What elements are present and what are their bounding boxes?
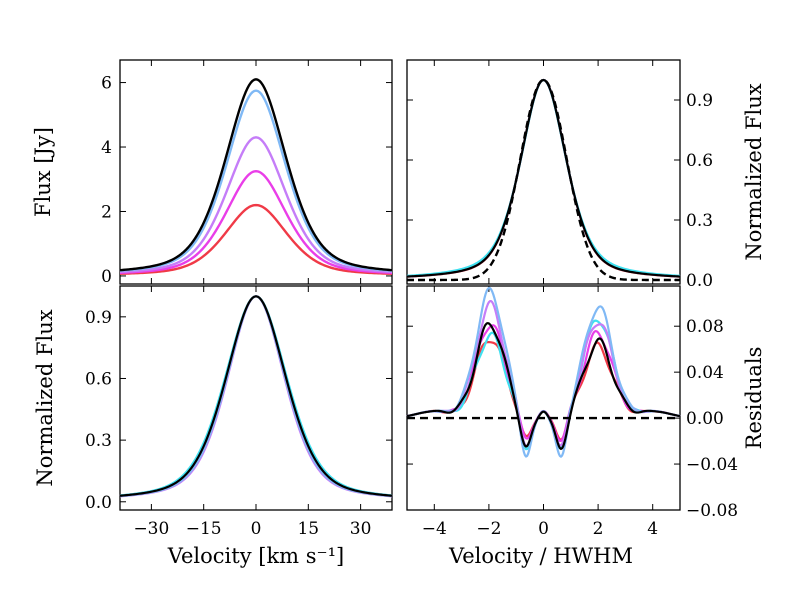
panel-frame (406, 285, 681, 511)
panel-top-left: 0 2 4 6 (101, 59, 393, 287)
series-line-violet (406, 78, 681, 278)
series-line-gaussian (407, 78, 680, 282)
series-line-cyan (406, 319, 681, 451)
xtick-label: 4 (647, 519, 658, 539)
series-line-violet (119, 295, 393, 498)
ylabel-flux: Flux [Jy] (31, 127, 55, 217)
series-line-magenta (119, 169, 393, 275)
series-line-light-blue (406, 286, 681, 458)
series-line-cyan (406, 78, 681, 277)
xtick-label: 30 (350, 519, 372, 539)
series-line-red (119, 203, 393, 275)
ytick-label: 0.9 (85, 308, 112, 328)
ytick-label: 0.0 (686, 271, 713, 291)
ytick-label: 0.6 (85, 369, 112, 389)
xtick-label: 0 (538, 519, 549, 539)
series-line-magenta (406, 78, 681, 278)
panel-bottom-right: −0.08 −0.04 0.00 0.04 0.08 −4 −2 0 2 4 (406, 285, 738, 539)
series-line-black (406, 78, 681, 278)
ytick-label: −0.04 (686, 455, 738, 475)
series-line-light-blue (119, 295, 393, 498)
ytick-label: 2 (101, 202, 112, 222)
xtick-label: −2 (476, 519, 501, 539)
panel-top-right: 0.0 0.3 0.6 0.9 (406, 59, 713, 291)
xlabel-velocity-hwhm: Velocity / HWHM (448, 544, 633, 568)
panel-frame (119, 285, 393, 511)
series-line-black (119, 78, 393, 272)
series-line-red (406, 341, 681, 441)
ytick-label: 0.0 (85, 493, 112, 513)
ytick-label: 0.08 (686, 317, 724, 337)
xtick-label: 15 (297, 519, 319, 539)
ytick-label: −0.08 (686, 501, 738, 521)
ylabel-normalized-flux-top: Normalized Flux (742, 83, 766, 260)
xtick-label: −4 (422, 519, 447, 539)
ylabel-residuals: Residuals (742, 347, 766, 450)
series-line-magenta (119, 295, 393, 497)
xlabel-velocity: Velocity [km s⁻¹] (167, 544, 344, 568)
series-line-light-blue (406, 78, 681, 278)
series-line-black (119, 295, 393, 497)
series-line-light-blue (119, 89, 393, 272)
ytick-label: 0 (101, 267, 112, 287)
ytick-label: 0.6 (686, 151, 713, 171)
ylabel-normalized-flux-bottom: Normalized Flux (33, 309, 57, 486)
series-line-red (119, 295, 393, 497)
panel-bottom-left: 0.0 0.3 0.6 0.9 −30 −15 0 15 30 (85, 285, 393, 539)
series-line-red (406, 78, 681, 278)
xtick-label: 2 (593, 519, 604, 539)
series-line-magenta (406, 324, 681, 442)
ytick-label: 0.3 (85, 431, 112, 451)
panel-frame (406, 59, 681, 285)
series-line-cyan (119, 295, 393, 497)
xtick-label: −30 (133, 519, 169, 539)
series-line-black (406, 322, 681, 450)
ytick-label: 0.9 (686, 91, 713, 111)
ytick-label: 6 (101, 74, 112, 94)
series-line-violet (119, 136, 393, 274)
ytick-label: 0.3 (686, 211, 713, 231)
series-line-violet (406, 300, 681, 448)
xtick-label: 0 (251, 519, 262, 539)
ytick-label: 0.04 (686, 363, 724, 383)
xtick-label: −15 (186, 519, 222, 539)
ytick-label: 4 (101, 138, 112, 158)
ytick-label: 0.00 (686, 409, 724, 429)
